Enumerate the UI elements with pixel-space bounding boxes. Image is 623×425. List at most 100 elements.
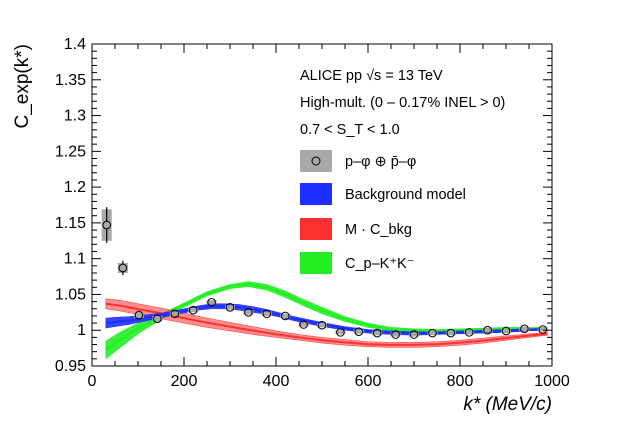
syst-box bbox=[519, 326, 530, 331]
data-point bbox=[409, 330, 419, 339]
data-point bbox=[169, 309, 180, 319]
syst-box bbox=[501, 328, 511, 334]
data-marker bbox=[372, 328, 382, 338]
data-marker bbox=[299, 320, 308, 329]
legend-swatch-background bbox=[300, 183, 332, 205]
data-marker bbox=[391, 330, 400, 339]
legend-label-mcbkg: M · C_bkg bbox=[345, 222, 412, 238]
x-tick-label: 600 bbox=[355, 373, 382, 390]
syst-box bbox=[188, 308, 199, 313]
y-tick-label: 1.25 bbox=[55, 143, 86, 160]
data-marker bbox=[483, 325, 492, 335]
syst-box bbox=[427, 330, 438, 336]
data-marker bbox=[336, 328, 345, 337]
syst-box bbox=[445, 330, 456, 336]
data-marker bbox=[102, 220, 112, 230]
x-tick-label: 0 bbox=[88, 373, 97, 390]
data-marker bbox=[501, 326, 511, 336]
data-point bbox=[390, 330, 401, 339]
data-marker bbox=[244, 308, 253, 317]
syst-box bbox=[298, 322, 309, 327]
syst-box bbox=[464, 330, 475, 335]
syst-box bbox=[169, 311, 180, 316]
syst-box bbox=[133, 312, 144, 319]
syst-box bbox=[117, 262, 128, 273]
data-point bbox=[188, 305, 199, 315]
syst-box bbox=[390, 332, 401, 337]
legend-label-cpkk: C_p–K⁺K⁻ bbox=[345, 256, 414, 272]
data-point bbox=[206, 298, 217, 307]
syst-box bbox=[409, 332, 419, 337]
data-point bbox=[537, 325, 548, 334]
data-marker bbox=[207, 298, 216, 307]
data-marker bbox=[354, 327, 364, 336]
annotation-sphericity: 0.7 < S_T < 1.0 bbox=[300, 122, 400, 138]
y-tick-label: 1.3 bbox=[64, 108, 86, 125]
y-tick-label: 1.2 bbox=[64, 179, 86, 196]
legend-label-background: Background model bbox=[345, 187, 466, 203]
data-marker bbox=[446, 328, 456, 338]
syst-box bbox=[537, 327, 548, 332]
syst-box bbox=[335, 330, 346, 335]
x-tick-label: 200 bbox=[171, 373, 198, 390]
x-tick-label: 800 bbox=[447, 373, 474, 390]
data-point bbox=[243, 308, 254, 317]
y-tick-label: 1.35 bbox=[55, 72, 86, 89]
data-point bbox=[482, 325, 493, 335]
data-point bbox=[298, 320, 309, 329]
data-point bbox=[464, 328, 475, 337]
legend-label-data: p–φ ⊕ p̄–φ bbox=[345, 154, 416, 170]
syst-box bbox=[372, 330, 383, 336]
syst-box bbox=[152, 315, 163, 322]
data-marker bbox=[153, 314, 162, 324]
data-point bbox=[445, 328, 456, 338]
data-marker bbox=[134, 310, 144, 320]
data-marker bbox=[317, 320, 327, 330]
data-marker bbox=[464, 328, 474, 337]
y-tick-label: 0.95 bbox=[55, 358, 86, 375]
annotation-multiplicity: High-mult. (0 – 0.17% INEL > 0) bbox=[300, 95, 505, 111]
data-point bbox=[261, 309, 272, 319]
y-tick-label: 1.4 bbox=[64, 36, 86, 53]
legend-swatch-mcbkg bbox=[300, 218, 332, 240]
data-point bbox=[101, 207, 112, 243]
data-marker bbox=[538, 325, 548, 334]
x-axis-title: k* (MeV/c) bbox=[463, 394, 552, 415]
syst-box bbox=[482, 328, 493, 333]
syst-box bbox=[353, 329, 364, 334]
y-axis-title: C_exp(k*) bbox=[12, 44, 33, 128]
data-marker bbox=[188, 305, 198, 315]
data-marker bbox=[428, 328, 437, 338]
legend-swatch-cpkk bbox=[300, 252, 332, 274]
legend-marker-data bbox=[311, 156, 321, 166]
data-point bbox=[427, 328, 438, 338]
y-tick-label: 1.1 bbox=[64, 251, 86, 268]
data-point bbox=[501, 326, 511, 336]
data-point bbox=[133, 310, 144, 320]
annotation-experiment: ALICE pp √s = 13 TeV bbox=[300, 68, 443, 84]
data-marker bbox=[262, 309, 272, 319]
y-tick-label: 1.05 bbox=[55, 286, 86, 303]
data-marker bbox=[225, 303, 235, 312]
data-marker bbox=[170, 309, 180, 319]
data-marker bbox=[118, 263, 128, 273]
data-point bbox=[317, 320, 327, 330]
legend-swatch-data bbox=[300, 150, 332, 172]
data-point bbox=[519, 324, 530, 334]
data-point bbox=[353, 327, 364, 336]
syst-box bbox=[225, 305, 235, 310]
legend: p–φ ⊕ p̄–φ Background model M · C_bkg C_… bbox=[300, 150, 466, 274]
data-marker bbox=[409, 330, 419, 339]
x-tick-label: 1000 bbox=[534, 373, 570, 390]
syst-box bbox=[206, 300, 217, 305]
data-point bbox=[280, 311, 291, 321]
data-marker bbox=[280, 311, 290, 321]
syst-box bbox=[317, 323, 327, 328]
y-tick-label: 1 bbox=[77, 322, 86, 339]
syst-box bbox=[243, 310, 254, 315]
data-point bbox=[372, 328, 383, 338]
data-point bbox=[335, 328, 346, 337]
data-point bbox=[225, 303, 235, 312]
y-tick-label: 1.15 bbox=[55, 215, 86, 232]
